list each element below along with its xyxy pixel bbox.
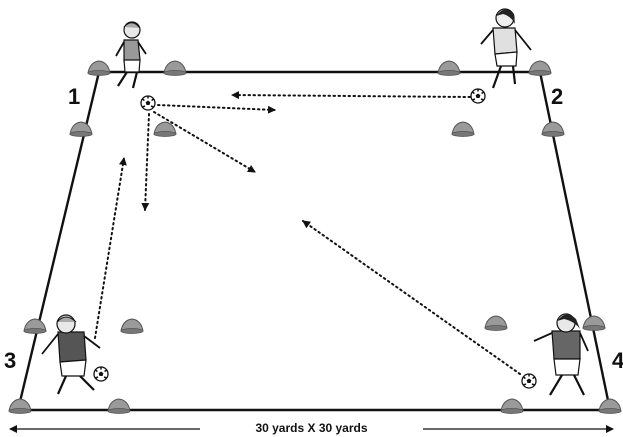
soccer-ball-icon bbox=[470, 88, 486, 104]
run-arrow-3-up bbox=[94, 157, 127, 339]
cone-icon bbox=[153, 121, 177, 137]
movement-arrows bbox=[94, 91, 521, 375]
cones bbox=[8, 60, 622, 414]
player-icon bbox=[480, 8, 532, 89]
corner-label-3: 3 bbox=[4, 348, 17, 373]
player-icon bbox=[41, 314, 101, 395]
cone-icon bbox=[598, 398, 622, 414]
cone-icon bbox=[8, 398, 32, 414]
cone-icon bbox=[163, 60, 187, 76]
cone-icon bbox=[437, 60, 461, 76]
pass-arrow-1-diagonal bbox=[153, 111, 256, 173]
cone-icon bbox=[120, 318, 144, 334]
cone-icon bbox=[69, 121, 93, 137]
field-boundary bbox=[16, 70, 612, 412]
player-icon bbox=[533, 313, 589, 396]
pass-arrow-2-to-1 bbox=[231, 91, 471, 100]
soccer-ball-icon bbox=[521, 373, 537, 389]
player-icon bbox=[115, 21, 147, 89]
pass-arrow-1-right bbox=[157, 104, 276, 114]
pass-arrow-4-diagonal bbox=[302, 220, 521, 375]
soccer-ball-icon bbox=[93, 366, 109, 382]
cone-icon bbox=[107, 398, 131, 414]
cone-icon bbox=[500, 398, 524, 414]
cone-icon bbox=[528, 60, 552, 76]
cone-icon bbox=[484, 315, 508, 331]
field-size-label: 30 yards X 30 yards bbox=[200, 421, 423, 435]
cone-icon bbox=[23, 318, 47, 334]
cone-icon bbox=[87, 60, 111, 76]
cone-icon bbox=[541, 121, 565, 137]
corner-label-1: 1 bbox=[68, 84, 81, 109]
pass-arrow-1-down bbox=[141, 113, 150, 211]
corner-label-4: 4 bbox=[612, 348, 623, 373]
cone-icon bbox=[582, 315, 606, 331]
cone-icon bbox=[451, 121, 475, 137]
corner-label-2: 2 bbox=[551, 84, 564, 109]
soccer-ball-icon bbox=[140, 95, 156, 111]
